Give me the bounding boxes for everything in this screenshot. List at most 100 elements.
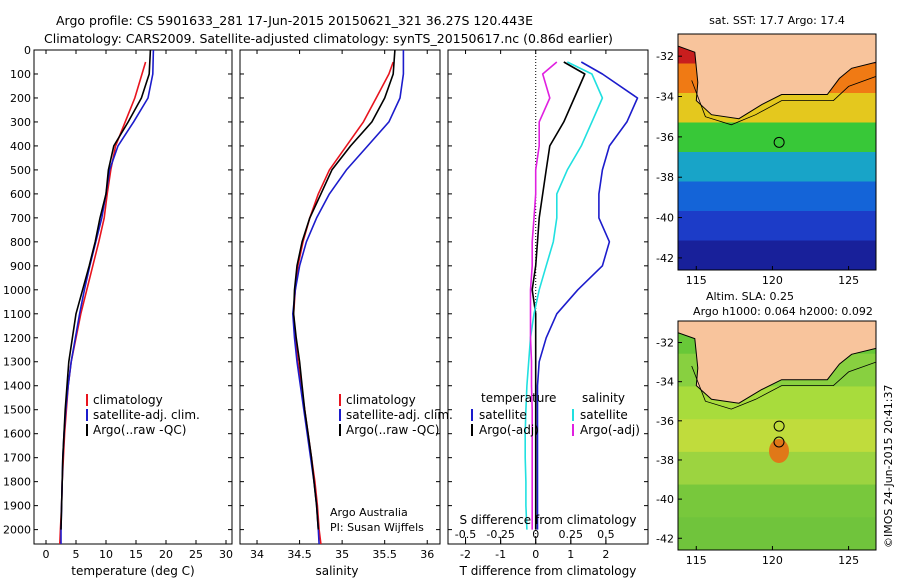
sst-map-axes bbox=[677, 33, 877, 271]
temperature-legend: climatology satellite-adj. clim. Argo(..… bbox=[86, 393, 200, 437]
xtick-s-label: 0.5 bbox=[597, 528, 615, 541]
ytick-label: 2000 bbox=[3, 524, 31, 537]
map-xtick-label: 120 bbox=[762, 554, 783, 567]
sea-band bbox=[678, 181, 876, 212]
map-xtick-label: 115 bbox=[686, 274, 707, 287]
axis-ticks: 0100200300400500600700800900100011001200… bbox=[3, 44, 648, 561]
map-ytick-label: -42 bbox=[656, 532, 674, 545]
map-ytick-label: -34 bbox=[656, 91, 674, 104]
temperature-axes bbox=[33, 49, 233, 545]
ytick-label: 1800 bbox=[3, 476, 31, 489]
sea-band bbox=[678, 484, 876, 519]
series-line bbox=[60, 50, 152, 530]
ytick-label: 300 bbox=[10, 116, 31, 129]
ytick-label: 100 bbox=[10, 68, 31, 81]
credit-argo-australia: Argo Australia bbox=[330, 506, 408, 519]
map-axis-ticks: -32 -34 -36 -38 -40 -42 115 120 125 -32 -34 -36 -38 -… bbox=[656, 50, 859, 567]
figure-title-line1: Argo profile: CS 5901633_281 17-Jun-2015… bbox=[56, 13, 533, 28]
salinity-legend: climatology satellite-adj. clim. Argo(..… bbox=[339, 393, 453, 437]
legend-label-argo: Argo(..raw -QC) bbox=[346, 423, 439, 437]
sla-map-title: Altim. SLA: 0.25 bbox=[706, 290, 794, 303]
ytick-label: 800 bbox=[10, 236, 31, 249]
xtick-label: 20 bbox=[159, 548, 173, 561]
ytick-label: 500 bbox=[10, 164, 31, 177]
map-ytick-label: -40 bbox=[656, 212, 674, 225]
xtick-label: -2 bbox=[460, 548, 471, 561]
sla-map-axes bbox=[677, 320, 877, 551]
sea-band bbox=[678, 211, 876, 242]
xtick-label: 30 bbox=[219, 548, 233, 561]
ytick-label: 700 bbox=[10, 212, 31, 225]
ytick-label: 1400 bbox=[3, 380, 31, 393]
legend-label-argo: Argo(..raw -QC) bbox=[93, 423, 186, 437]
legend-label-climatology: climatology bbox=[93, 393, 163, 407]
ytick-label: 1100 bbox=[3, 308, 31, 321]
difference-xlabel-s: S difference from climatology bbox=[460, 513, 637, 527]
map-ytick-label: -36 bbox=[656, 415, 674, 428]
map-ytick-label: -38 bbox=[656, 171, 674, 184]
legend-label-s-argo: Argo(-adj) bbox=[580, 423, 640, 437]
ytick-label: 1700 bbox=[3, 452, 31, 465]
credit-pi: PI: Susan Wijffels bbox=[330, 521, 424, 534]
xtick-label: 35 bbox=[335, 548, 349, 561]
map-ytick-label: -36 bbox=[656, 131, 674, 144]
ytick-label: 1000 bbox=[3, 284, 31, 297]
isobath-line bbox=[691, 76, 876, 126]
xtick-label: 35.5 bbox=[372, 548, 397, 561]
legend-header-salinity: salinity bbox=[582, 391, 625, 405]
xtick-label: 2 bbox=[602, 548, 609, 561]
temperature-plot-area bbox=[59, 50, 155, 544]
series-line bbox=[531, 61, 586, 530]
argo-float-marker bbox=[773, 436, 785, 448]
series-line bbox=[536, 61, 639, 530]
ytick-label: 1900 bbox=[3, 500, 31, 513]
figure-title-line2: Climatology: CARS2009. Satellite-adjuste… bbox=[44, 31, 613, 46]
xtick-label: 15 bbox=[129, 548, 143, 561]
legend-header-temperature: temperature bbox=[481, 391, 556, 405]
difference-axes bbox=[447, 49, 649, 545]
ytick-label: 1300 bbox=[3, 356, 31, 369]
xtick-label: -1 bbox=[495, 548, 506, 561]
difference-legend: temperature satellite Argo(-adj) salinit… bbox=[471, 391, 640, 437]
sst-map bbox=[678, 34, 876, 270]
temperature-xlabel: temperature (deg C) bbox=[71, 564, 194, 578]
series-line bbox=[60, 50, 155, 544]
map-ytick-label: -34 bbox=[656, 376, 674, 389]
xtick-label: 25 bbox=[189, 548, 203, 561]
map-xtick-label: 115 bbox=[686, 554, 707, 567]
xtick-s-label: -0.5 bbox=[455, 528, 476, 541]
series-line bbox=[59, 61, 147, 544]
map-ytick-label: -42 bbox=[656, 252, 674, 265]
xtick-label: 10 bbox=[99, 548, 113, 561]
isobath-line bbox=[691, 361, 876, 410]
argo-float-marker bbox=[773, 136, 785, 148]
xtick-label: 34 bbox=[250, 548, 264, 561]
xtick-s-label: -0.25 bbox=[486, 528, 514, 541]
legend-label-t-satellite: satellite bbox=[479, 408, 527, 422]
ytick-label: 1200 bbox=[3, 332, 31, 345]
map-ytick-label: -32 bbox=[656, 337, 674, 350]
land-australia bbox=[678, 34, 876, 120]
xtick-label: 5 bbox=[73, 548, 80, 561]
series-line bbox=[291, 50, 405, 544]
sst-map-title: sat. SST: 17.7 Argo: 17.4 bbox=[709, 14, 845, 27]
xtick-s-label: 0 bbox=[532, 528, 539, 541]
salinity-xlabel: salinity bbox=[315, 564, 358, 578]
ytick-label: 600 bbox=[10, 188, 31, 201]
argo-float-marker bbox=[773, 420, 785, 432]
difference-plot-area bbox=[524, 50, 639, 544]
sea-band bbox=[678, 152, 876, 183]
ytick-label: 1500 bbox=[3, 404, 31, 417]
land-australia bbox=[678, 321, 876, 404]
xtick-label: 0 bbox=[43, 548, 50, 561]
map-xtick-label: 125 bbox=[838, 554, 859, 567]
legend-label-s-satellite: satellite bbox=[580, 408, 628, 422]
xtick-label: 1 bbox=[567, 548, 574, 561]
sla-anomaly bbox=[769, 439, 789, 463]
series-line bbox=[524, 61, 604, 530]
xtick-s-label: 0.25 bbox=[559, 528, 584, 541]
map-xtick-label: 125 bbox=[838, 274, 859, 287]
xtick-label: 0 bbox=[532, 548, 539, 561]
ytick-label: 900 bbox=[10, 260, 31, 273]
